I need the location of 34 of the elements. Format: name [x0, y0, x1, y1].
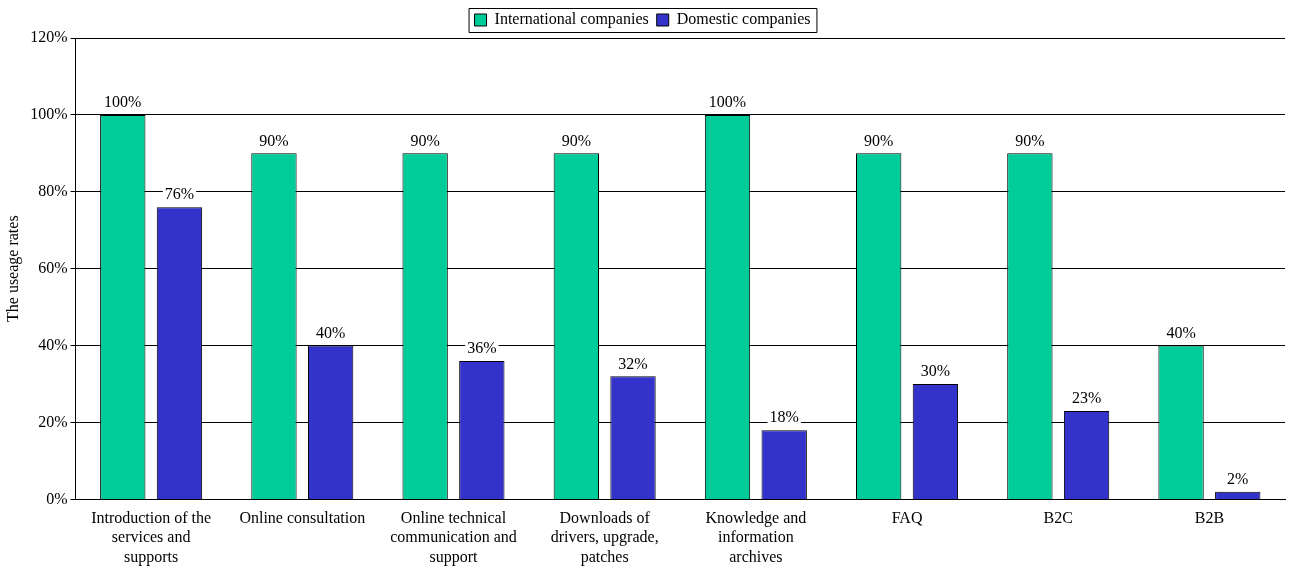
data-label: 90% [410, 131, 440, 149]
x-tick-label: Knowledge and information archives [705, 509, 807, 565]
data-label: 76% [164, 185, 195, 203]
data-label: 100% [104, 93, 142, 111]
x-tick-label: Introduction of the services and supports [91, 509, 212, 566]
y-tick-label: 20% [38, 412, 68, 430]
data-label: 90% [1015, 131, 1045, 149]
x-tick-label: Online consultation [239, 509, 366, 527]
legend-label: Domestic companies [676, 10, 811, 29]
x-tick-label: FAQ [891, 509, 923, 527]
x-tick-label: B2C [1043, 509, 1073, 527]
data-label: 40% [1166, 323, 1196, 341]
data-label: 90% [561, 131, 591, 149]
x-tick-label: Downloads of drivers, upgrade, patches [550, 509, 659, 566]
y-tick-label: 60% [38, 258, 68, 276]
data-label: 2% [1227, 469, 1249, 487]
data-label: 90% [259, 131, 289, 149]
data-label: 36% [467, 339, 497, 357]
data-label: 30% [920, 362, 951, 380]
y-tick-label: 0% [46, 489, 68, 507]
data-label: 18% [769, 408, 799, 426]
data-label: 100% [708, 93, 747, 111]
y-tick-label: 100% [30, 105, 68, 123]
x-tick-label: Online technical communication and support [390, 509, 517, 566]
y-tick-label: 80% [38, 182, 68, 199]
x-tick-label: B2B [1194, 509, 1225, 527]
data-label: 32% [618, 354, 648, 372]
y-tick-label: 40% [38, 335, 68, 353]
data-label: 23% [1071, 389, 1102, 407]
legend-label: International companies [494, 10, 649, 29]
y-axis-title: The useage rates [3, 215, 22, 322]
data-label: 40% [315, 323, 346, 341]
y-tick-label: 120% [30, 28, 68, 46]
data-label: 90% [864, 131, 894, 149]
